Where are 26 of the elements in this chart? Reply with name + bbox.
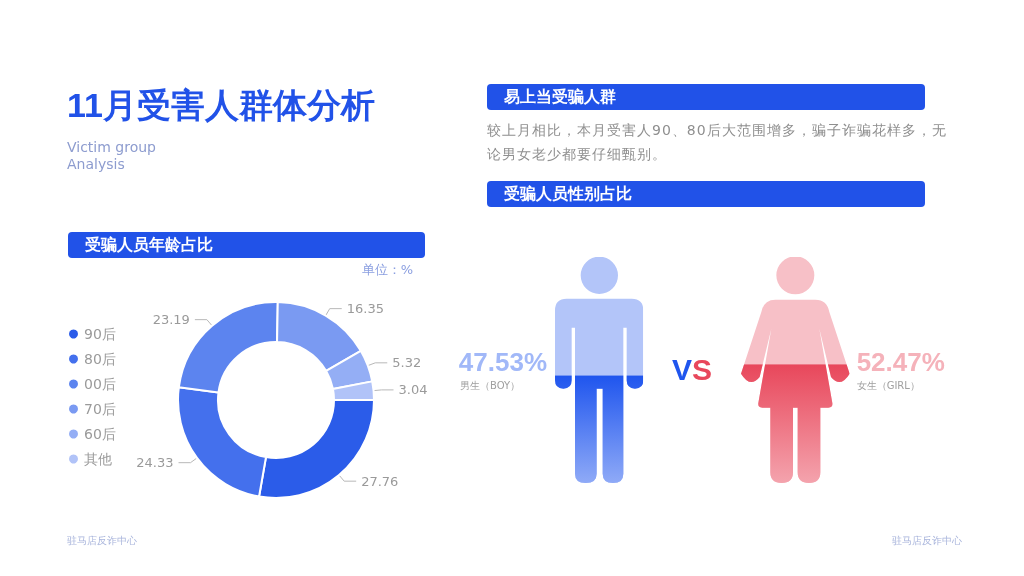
data-label: 16.35 (346, 301, 384, 317)
data-label: 24.33 (136, 455, 174, 471)
text: 受骗人员性别占比 (487, 181, 925, 207)
category-label: 男生（BOY） (460, 379, 521, 393)
legend-label: 80后 (84, 351, 116, 367)
text: 较上月相比，本月受害人90、80后大范围增多，骗子诈骗花样多，无论男女老少都要仔细甄别。 (487, 121, 948, 164)
legend-label: 60后 (84, 426, 116, 442)
data-label: 52.47% (856, 347, 945, 377)
text: 驻马店反诈中心 (67, 534, 137, 548)
data-label: 27.76 (361, 473, 399, 489)
category-label: 女生（GIRL） (856, 379, 920, 393)
data-label: 47.53% (458, 347, 547, 377)
chart-title: 受骗人员年龄占比 (68, 232, 425, 258)
data-label: 3.04 (398, 382, 428, 398)
text: 驻马店反诈中心 (892, 534, 962, 548)
legend-label: 70后 (84, 401, 116, 417)
legend-label: 90后 (84, 326, 116, 342)
data-label: 5.32 (392, 355, 422, 371)
legend-label: 00后 (84, 376, 116, 392)
text: 单位：% (361, 261, 413, 279)
data-label: 23.19 (152, 312, 190, 328)
text: VS (672, 353, 713, 386)
text: 易上当受骗人群 (487, 84, 925, 110)
text: 11月受害人群体分析 (67, 85, 375, 126)
text: Victim group Analysis (67, 139, 157, 173)
legend-label: 其他 (84, 451, 112, 467)
